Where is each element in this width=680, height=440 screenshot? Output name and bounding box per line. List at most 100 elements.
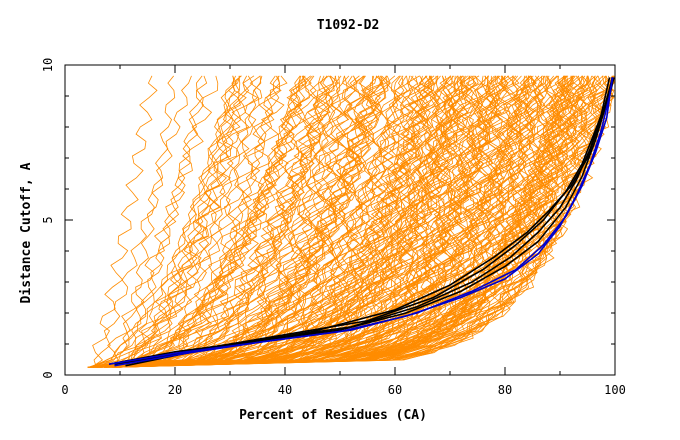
model-curve [91,75,305,368]
model-curve [87,75,338,368]
model-curve [95,75,391,368]
model-curve [104,75,247,368]
model-curve [89,75,235,368]
y-tick-label: 5 [41,216,55,223]
model-curve [111,75,612,368]
model-curve [105,75,254,368]
model-curve [91,75,476,368]
model-curve [104,75,572,368]
model-curve [111,75,546,368]
chart-title: T1092-D2 [317,18,380,33]
model-curve [91,75,158,368]
model-curve [117,75,365,368]
model-curve [87,75,333,368]
model-curve [91,75,335,368]
model-curve [94,75,615,368]
model-curve [100,75,419,368]
model-curve [108,75,371,368]
x-tick-label: 20 [168,383,182,397]
model-curve [93,75,599,368]
model-curve [116,75,519,368]
x-axis-label: Percent of Residues (CA) [239,408,427,423]
model-curve [90,75,358,368]
model-curve [100,75,281,368]
x-tick-label: 40 [278,383,292,397]
model-curve [118,75,533,368]
model-curve [91,75,308,368]
model-curve [112,75,204,368]
x-tick-label: 0 [61,383,68,397]
model-curve [109,75,605,368]
model-curve [95,75,578,368]
highlight-curve-black [114,77,614,365]
model-curve [98,75,439,368]
series-layer [87,75,615,368]
model-curve [100,75,448,368]
model-curve [119,75,589,368]
model-curve [87,75,543,368]
model-curve [89,75,408,368]
x-tick-label: 100 [604,383,626,397]
y-tick-label: 10 [41,58,55,72]
model-curve [90,75,575,368]
model-curve [96,75,540,368]
model-curve [105,75,561,368]
model-curve [91,75,311,368]
model-curve [95,75,452,368]
model-curve [96,75,331,368]
model-curve [87,75,479,368]
model-curve [89,75,388,368]
x-tick-label: 80 [498,383,512,397]
model-curve [114,75,404,368]
model-curve [109,75,176,368]
model-curve [90,75,530,368]
model-curve [112,75,357,368]
model-curve [90,75,601,368]
model-curve [97,75,462,368]
model-curve [88,75,236,368]
model-curve [104,75,396,368]
model-curve [116,75,263,368]
model-curve [88,75,262,368]
model-curve [90,75,494,368]
model-curve [93,75,459,368]
model-curve [93,75,192,368]
model-curve [96,75,567,368]
model-curve [101,75,337,368]
model-curve [111,75,241,368]
highlight-curve-black [119,77,615,365]
model-curve [100,75,282,368]
model-curve [97,75,219,368]
y-axis-label: Distance Cutoff, A [19,162,34,303]
model-curve [112,75,534,368]
model-curve [104,75,454,368]
model-curve [95,75,208,368]
model-curve [96,75,568,368]
model-curve [91,75,302,368]
model-curve [102,75,250,368]
model-curve [119,75,434,368]
model-curve [110,75,237,368]
model-curve [104,75,456,368]
model-curve [101,75,348,368]
y-tick-label: 0 [41,371,55,378]
axes-layer: 0 20 40 60 80 100 0 5 10 [41,58,626,397]
model-curve [98,75,441,368]
model-curve [93,75,433,368]
model-curve [107,75,424,368]
model-curve [117,75,361,368]
model-curve [94,75,440,368]
model-curve [110,75,574,368]
model-curve [119,75,538,368]
model-curve [88,75,464,368]
model-curve [93,75,391,368]
model-curve [97,75,550,368]
model-curve [101,75,447,368]
model-curve [88,75,435,368]
highlight-curve-blue [114,77,614,367]
model-curve [90,75,574,368]
model-curve [92,75,306,368]
model-curve [99,75,388,368]
model-curve [115,75,545,368]
